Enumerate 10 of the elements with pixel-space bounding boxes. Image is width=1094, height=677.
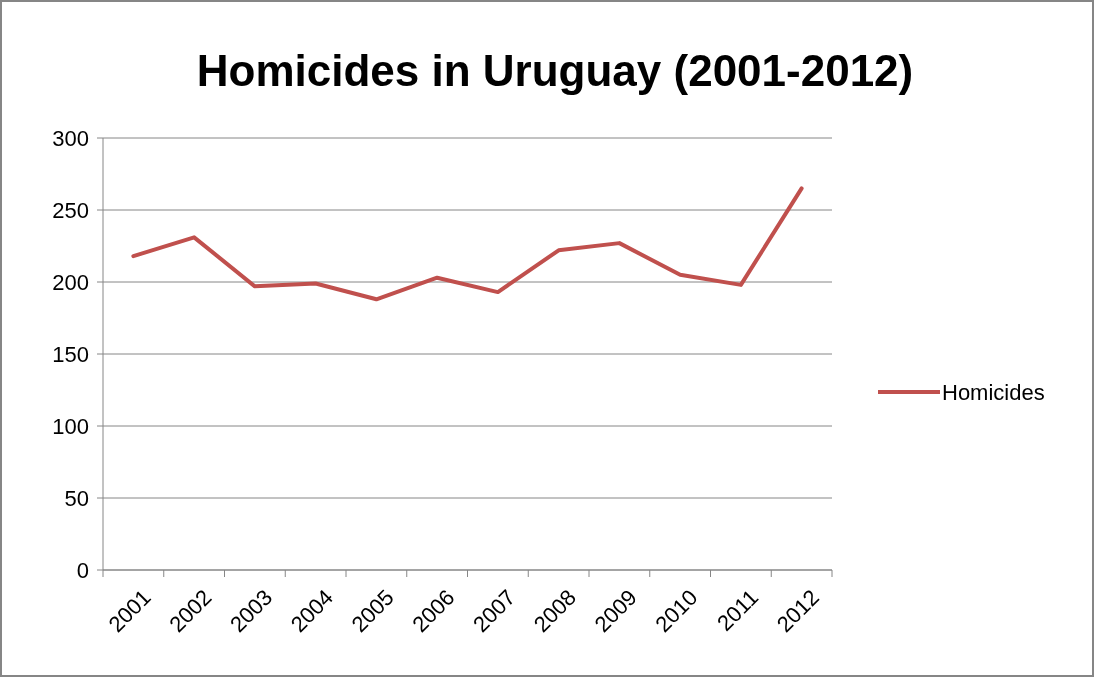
y-tick-label: 200 [52,269,89,295]
y-tick-label: 300 [52,125,89,151]
y-tick-label: 100 [52,413,89,439]
y-tick-label: 50 [64,485,89,511]
legend-label: Homicides [942,379,1045,405]
y-tick-label: 150 [52,341,89,367]
y-tick-label: 250 [52,197,89,223]
chart-title: Homicides in Uruguay (2001-2012) [196,46,914,95]
line-series [131,186,804,302]
y-tick-label: 0 [76,557,89,583]
